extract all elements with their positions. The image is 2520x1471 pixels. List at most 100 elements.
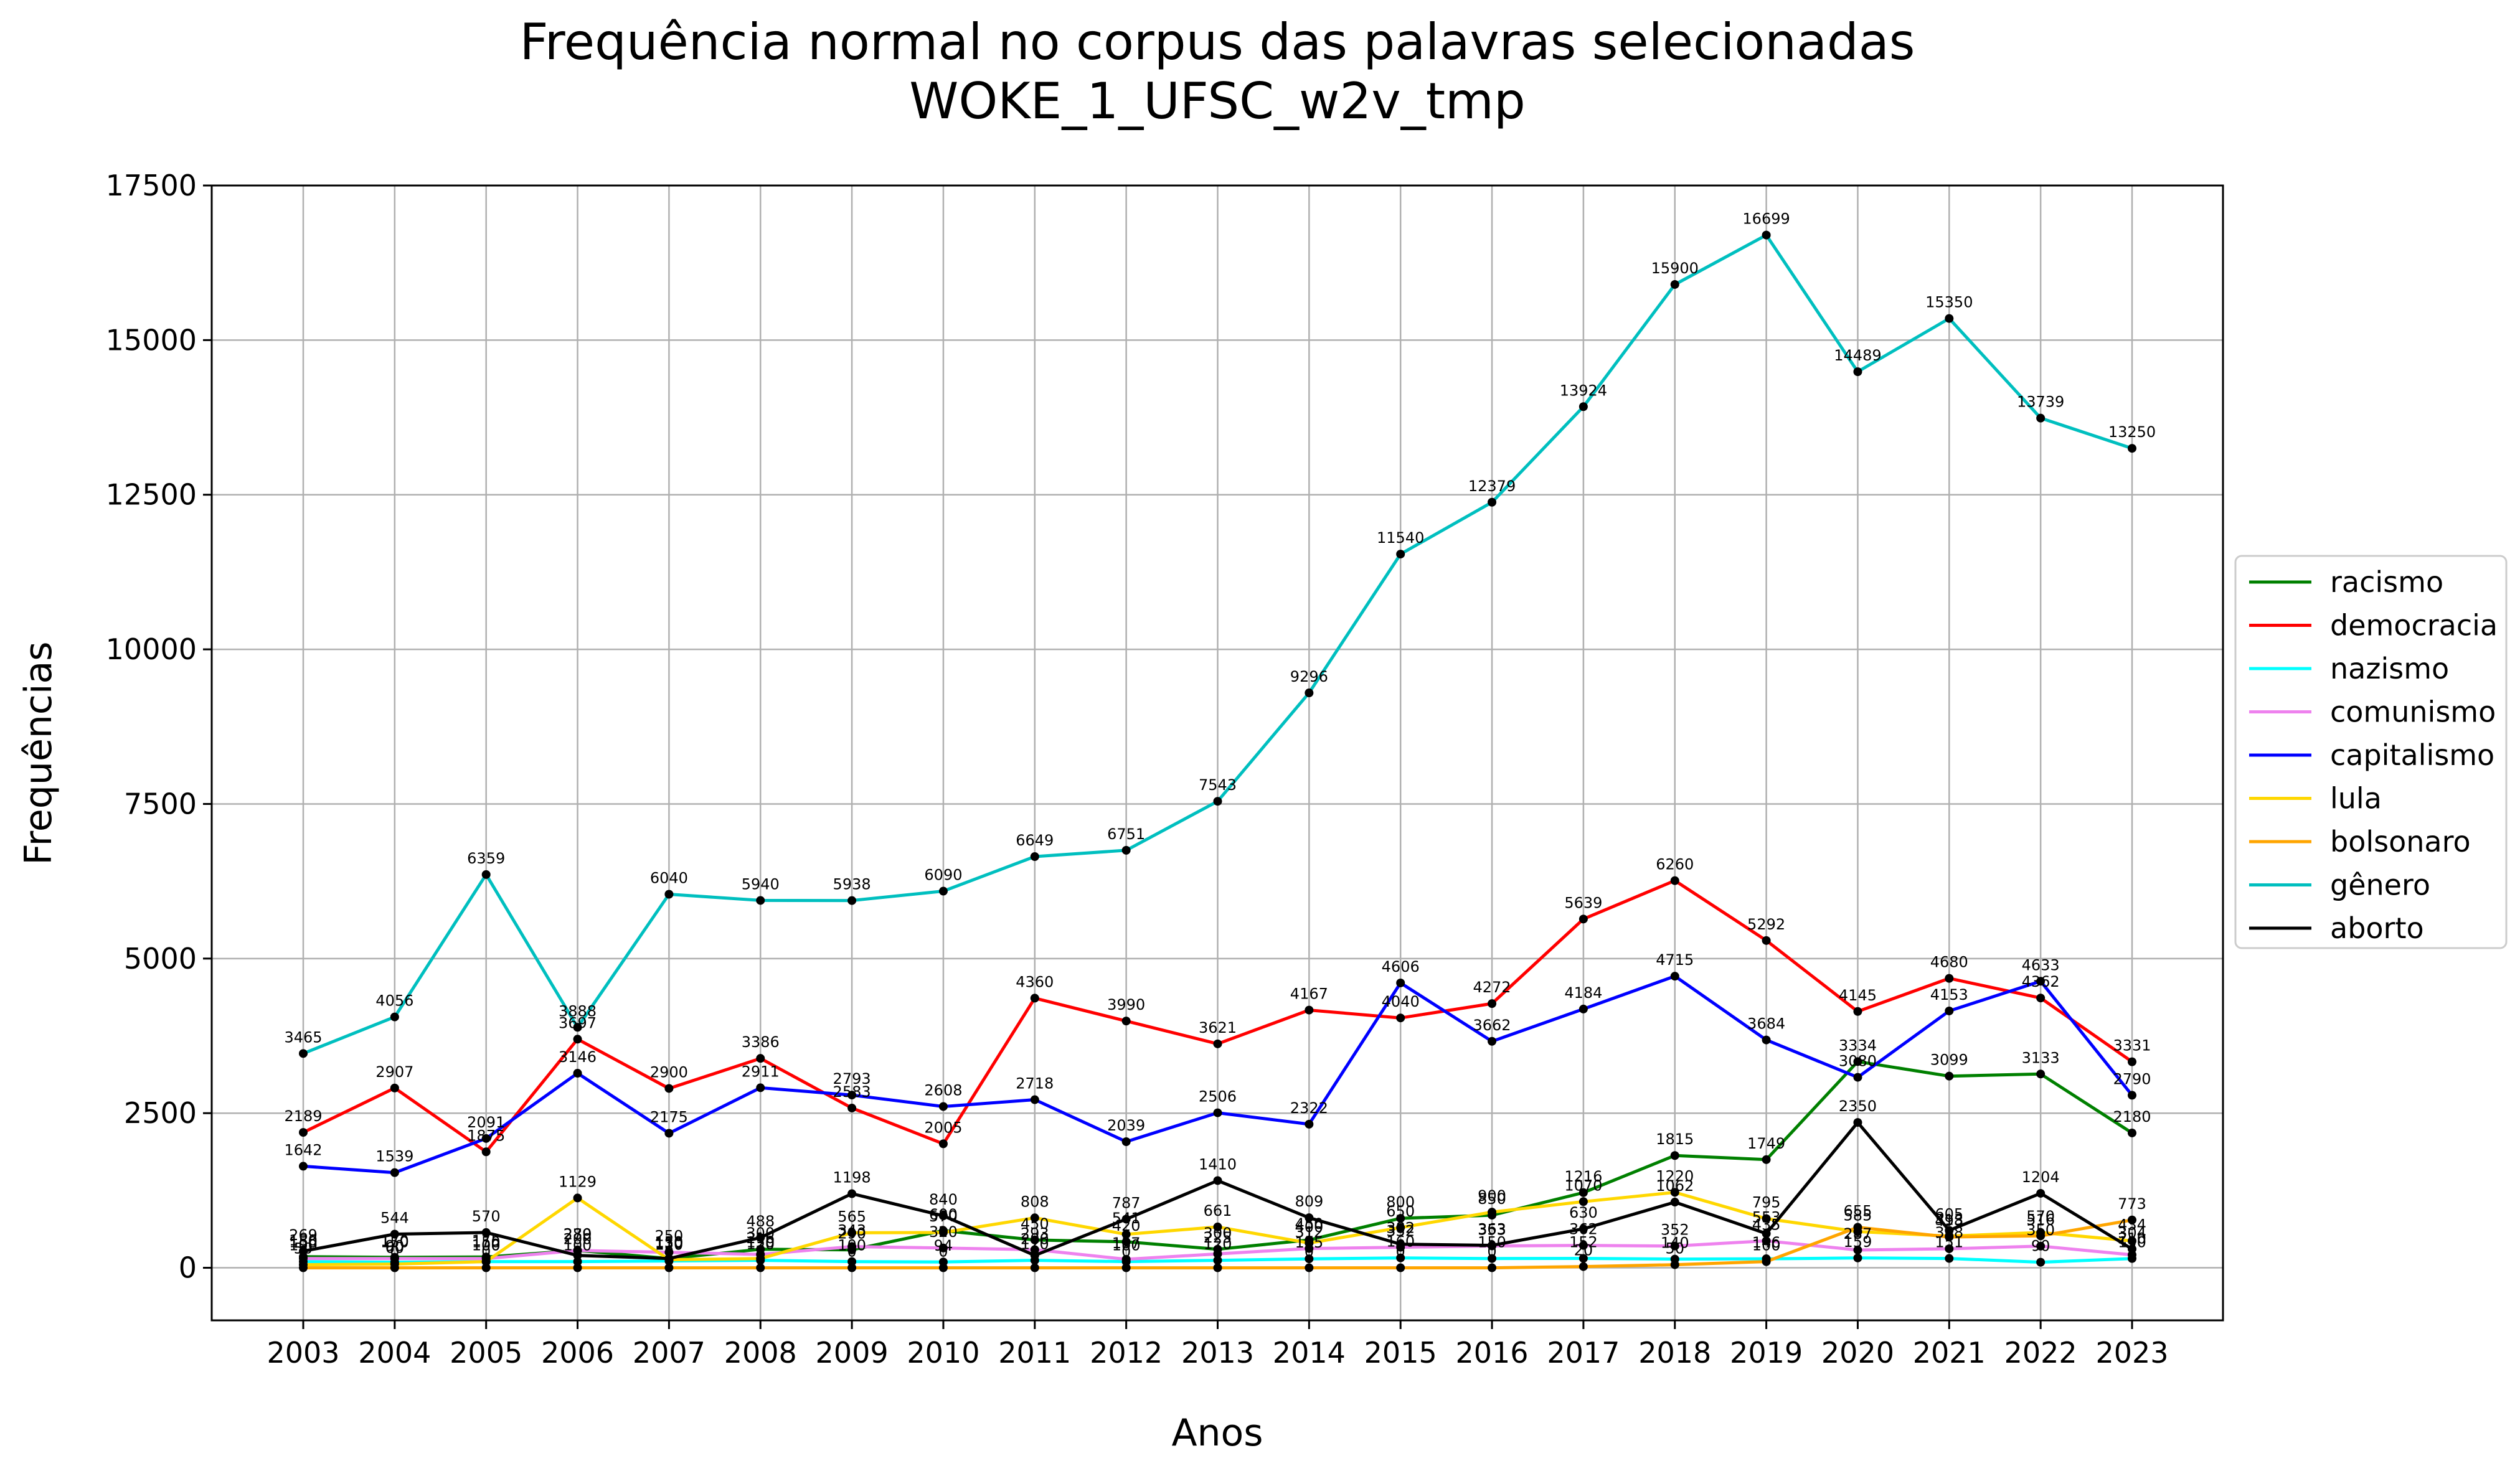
- data-point-gênero: [1121, 845, 1131, 855]
- data-label-comunismo: 150: [472, 1234, 501, 1251]
- data-label-racismo: 450: [1295, 1215, 1323, 1233]
- data-label-democracia: 3990: [1107, 996, 1145, 1013]
- data-label-racismo: 1216: [1564, 1168, 1602, 1185]
- data-point-gênero: [2036, 413, 2046, 423]
- data-label-democracia: 3331: [2113, 1037, 2151, 1055]
- data-label-bolsonaro: 0: [1305, 1243, 1314, 1261]
- data-label-aborto: 605: [1935, 1205, 1963, 1223]
- data-point-lula: [1305, 1238, 1314, 1248]
- data-point-lula: [938, 1228, 948, 1237]
- data-label-lula: 585: [1844, 1206, 1872, 1224]
- data-label-nazismo: 100: [1112, 1237, 1141, 1254]
- data-point-bolsonaro: [1121, 1263, 1131, 1272]
- data-label-aborto: 363: [1478, 1220, 1506, 1238]
- data-label-comunismo: 352: [1661, 1221, 1689, 1239]
- data-label-racismo: 180: [289, 1232, 318, 1249]
- data-label-comunismo: 350: [2026, 1221, 2055, 1239]
- data-label-comunismo: 435: [1752, 1216, 1781, 1233]
- data-point-nazismo: [1305, 1254, 1314, 1264]
- x-tick-label: 2020: [1821, 1336, 1894, 1370]
- data-label-bolsonaro: 0: [390, 1243, 399, 1261]
- data-label-gênero: 13739: [2017, 393, 2064, 411]
- data-point-gênero: [390, 1012, 399, 1022]
- data-point-aborto: [1945, 1226, 1954, 1235]
- x-tick-label: 2004: [358, 1336, 431, 1370]
- data-label-nazismo: 100: [472, 1237, 501, 1254]
- x-tick-label: 2016: [1456, 1336, 1529, 1370]
- data-label-racismo: 3334: [1839, 1036, 1877, 1054]
- data-label-gênero: 6040: [650, 870, 688, 887]
- data-point-aborto: [847, 1189, 857, 1198]
- data-label-aborto: 200: [564, 1231, 592, 1248]
- data-label-lula: 100: [472, 1237, 501, 1254]
- data-label-comunismo: 332: [1386, 1223, 1415, 1240]
- data-label-lula: 513: [1935, 1211, 1963, 1229]
- data-point-capitalismo: [1396, 978, 1405, 987]
- data-point-comunismo: [1670, 1241, 1679, 1251]
- data-label-gênero: 9296: [1290, 668, 1328, 685]
- data-label-gênero: 3465: [284, 1028, 322, 1046]
- data-label-democracia: 4167: [1290, 985, 1328, 1003]
- data-point-lula: [1579, 1197, 1588, 1206]
- data-point-aborto: [2036, 1188, 2046, 1198]
- legend-label-racismo: racismo: [2330, 565, 2443, 599]
- data-point-aborto: [1488, 1241, 1497, 1250]
- data-point-racismo: [1121, 1237, 1131, 1246]
- y-tick-label: 2500: [124, 1096, 197, 1130]
- legend: racismo democracia nazismo comunismo capital…: [2234, 555, 2508, 949]
- data-label-nazismo: 120: [1021, 1236, 1049, 1253]
- data-label-aborto: 809: [1295, 1193, 1323, 1210]
- data-point-lula: [847, 1228, 857, 1238]
- data-point-aborto: [2128, 1244, 2136, 1254]
- x-tick-label: 2018: [1638, 1336, 1711, 1370]
- data-point-comunismo: [2036, 1241, 2046, 1251]
- data-label-gênero: 6649: [1016, 832, 1054, 849]
- data-point-nazismo: [1213, 1256, 1222, 1265]
- data-label-gênero: 15350: [1925, 294, 1973, 311]
- data-point-democracia: [1579, 914, 1588, 924]
- data-label-capitalismo: 2790: [2113, 1070, 2151, 1088]
- data-point-democracia: [1488, 999, 1497, 1008]
- data-label-lula: 650: [1386, 1203, 1415, 1220]
- data-label-capitalismo: 3684: [1747, 1015, 1785, 1033]
- data-label-nazismo: 152: [1569, 1233, 1598, 1251]
- data-point-racismo: [1670, 1151, 1679, 1160]
- x-tick-label: 2006: [541, 1336, 614, 1370]
- data-label-gênero: 5940: [742, 875, 780, 893]
- data-point-democracia: [1305, 1005, 1314, 1015]
- data-label-bolsonaro: 0: [1487, 1243, 1496, 1261]
- data-point-gênero: [664, 890, 674, 899]
- data-point-bolsonaro: [390, 1263, 399, 1272]
- data-label-comunismo: 287: [1844, 1225, 1872, 1243]
- data-point-aborto: [938, 1211, 948, 1221]
- data-label-democracia: 4040: [1382, 993, 1420, 1010]
- data-label-capitalismo: 3080: [1839, 1053, 1877, 1070]
- chart-title: Frequência normal no corpus das palavras…: [520, 13, 1915, 71]
- x-tick-label: 2009: [816, 1336, 889, 1370]
- data-label-aborto: 787: [1112, 1194, 1141, 1211]
- x-tick-label: 2005: [450, 1336, 522, 1370]
- data-label-nazismo: 146: [1752, 1234, 1781, 1251]
- data-label-capitalismo: 2175: [650, 1108, 688, 1126]
- legend-label-nazismo: nazismo: [2330, 652, 2449, 685]
- data-label-capitalismo: 4633: [2022, 956, 2060, 974]
- data-point-democracia: [847, 1103, 857, 1112]
- data-label-comunismo: 150: [289, 1234, 318, 1251]
- data-label-comunismo: 293: [1021, 1224, 1049, 1242]
- data-label-democracia: 3621: [1199, 1019, 1237, 1036]
- data-point-gênero: [1488, 497, 1497, 507]
- data-label-lula: 1070: [1564, 1177, 1602, 1194]
- data-label-gênero: 7543: [1199, 776, 1237, 794]
- data-label-gênero: 5938: [833, 876, 871, 893]
- x-tick-label: 2023: [2095, 1336, 2168, 1370]
- data-label-comunismo: 225: [1204, 1229, 1232, 1246]
- data-label-nazismo: 110: [654, 1236, 683, 1254]
- data-point-bolsonaro: [938, 1263, 948, 1272]
- data-label-bolsonaro: 20: [1574, 1242, 1593, 1259]
- data-point-aborto: [390, 1229, 399, 1239]
- y-tick-label: 10000: [106, 632, 197, 666]
- data-label-nazismo: 159: [1844, 1233, 1872, 1251]
- data-label-racismo: 1815: [1656, 1130, 1694, 1148]
- data-label-comunismo: 312: [1295, 1224, 1323, 1241]
- data-point-aborto: [1213, 1176, 1222, 1185]
